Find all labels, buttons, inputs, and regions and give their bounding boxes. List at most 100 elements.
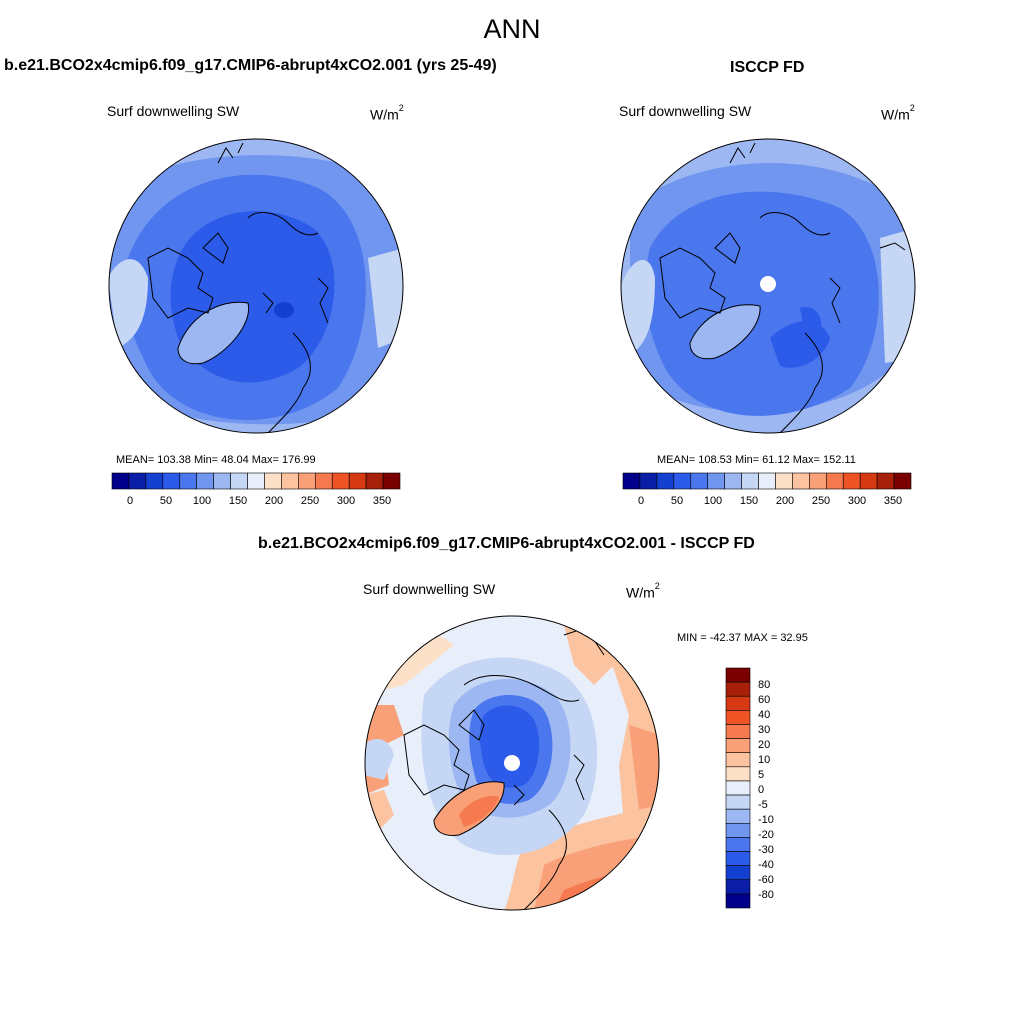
- panel3-colorbar-label: 0: [758, 784, 765, 796]
- panel3-colorbar-label: -80: [758, 889, 774, 901]
- colorbar-swatch: [725, 724, 751, 739]
- colorbar-swatch: [264, 472, 282, 490]
- panel2-colorbar-label: 250: [811, 495, 831, 507]
- panel2-map: [620, 138, 916, 434]
- panel1-colorbar-label: 300: [336, 495, 356, 507]
- panel1-variable: Surf downwelling SW: [107, 103, 240, 119]
- colorbar-swatch: [725, 837, 751, 852]
- colorbar-swatch: [725, 710, 751, 725]
- colorbar-swatch: [247, 472, 265, 490]
- colorbar-swatch: [725, 766, 751, 782]
- colorbar-swatch: [725, 893, 751, 909]
- colorbar-swatch: [859, 472, 878, 490]
- colorbar-swatch: [111, 472, 130, 490]
- colorbar-swatch: [725, 808, 751, 824]
- panel3-colorbar-label: 20: [758, 739, 771, 751]
- colorbar-swatch: [179, 472, 198, 490]
- panel2-colorbar-label: 0: [637, 495, 645, 507]
- colorbar-swatch: [128, 472, 147, 490]
- colorbar-swatch: [382, 472, 401, 490]
- panel1-stats: MEAN= 103.38 Min= 48.04 Max= 176.99: [116, 454, 316, 466]
- panel3-title: b.e21.BCO2x4cmip6.f09_g17.CMIP6-abrupt4x…: [258, 535, 755, 552]
- panel1-colorbar-labels: 0 50 100 150 200 250 300 350: [112, 495, 400, 509]
- panel3-stats: MIN = -42.37 MAX = 32.95: [677, 632, 808, 644]
- panel1-colorbar: [111, 472, 401, 490]
- colorbar-swatch: [725, 851, 751, 866]
- panel1-colorbar-label: 100: [192, 495, 212, 507]
- colorbar-swatch: [690, 472, 709, 490]
- colorbar-swatch: [758, 472, 776, 490]
- colorbar-swatch: [196, 472, 214, 490]
- panel2-colorbar-label: 150: [739, 495, 759, 507]
- panel1-title: b.e21.BCO2x4cmip6.f09_g17.CMIP6-abrupt4x…: [4, 57, 497, 74]
- panel2-colorbar-label: 200: [775, 495, 795, 507]
- colorbar-swatch: [298, 472, 316, 490]
- panel1-colorbar-label: 200: [264, 495, 284, 507]
- colorbar-swatch: [725, 738, 751, 754]
- panel2-units: W/m2: [881, 103, 915, 123]
- panel1-colorbar-label: 150: [228, 495, 248, 507]
- panel2-colorbar-label: 50: [670, 495, 684, 507]
- panel3-colorbar: [725, 667, 751, 909]
- panel2-stats: MEAN= 108.53 Min= 61.12 Max= 152.11: [657, 454, 856, 466]
- panel3-colorbar-label: 30: [758, 724, 771, 736]
- panel3-colorbar-label: -60: [758, 874, 774, 886]
- colorbar-swatch: [162, 472, 181, 490]
- panel3-colorbar-label: -10: [758, 814, 774, 826]
- colorbar-swatch: [792, 472, 810, 490]
- panel3-colorbar-label: -30: [758, 844, 774, 856]
- panel3-colorbar-label: 60: [758, 694, 771, 706]
- colorbar-swatch: [622, 472, 641, 490]
- panel3-colorbar-label: 40: [758, 709, 771, 721]
- panel3-colorbar-label: -40: [758, 859, 774, 871]
- panel1-units: W/m2: [370, 103, 404, 123]
- panel1-colorbar-label: 350: [372, 495, 392, 507]
- colorbar-swatch: [725, 752, 751, 768]
- colorbar-swatch: [314, 472, 333, 490]
- colorbar-swatch: [725, 879, 751, 895]
- colorbar-swatch: [281, 472, 299, 490]
- panel2-colorbar-label: 350: [883, 495, 903, 507]
- colorbar-swatch: [724, 472, 742, 490]
- panel1-colorbar-label: 50: [159, 495, 173, 507]
- panel3-colorbar-label: -5: [758, 799, 768, 811]
- colorbar-swatch: [639, 472, 658, 490]
- panel3-colorbar-label: -20: [758, 829, 774, 841]
- colorbar-swatch: [656, 472, 675, 490]
- colorbar-swatch: [348, 472, 367, 490]
- panel1-colorbar-label: 250: [300, 495, 320, 507]
- colorbar-swatch: [775, 472, 793, 490]
- panel1-map: [108, 138, 404, 434]
- colorbar-swatch: [707, 472, 725, 490]
- colorbar-swatch: [893, 472, 912, 490]
- panel3-colorbar-label: 5: [758, 769, 765, 781]
- panel3-colorbar-labels: 80 60 40 30 20 10 5 0 -5 -10 -20 -30 -40…: [758, 668, 798, 908]
- panel3-units: W/m2: [626, 581, 660, 601]
- colorbar-swatch: [725, 695, 751, 711]
- panel3-map: [364, 615, 660, 911]
- colorbar-swatch: [725, 681, 751, 697]
- colorbar-swatch: [725, 794, 751, 810]
- colorbar-swatch: [809, 472, 827, 490]
- colorbar-swatch: [825, 472, 844, 490]
- colorbar-swatch: [725, 865, 751, 881]
- panel1-colorbar-label: 0: [126, 495, 134, 507]
- colorbar-swatch: [876, 472, 895, 490]
- panel2-colorbar-labels: 0 50 100 150 200 250 300 350: [623, 495, 911, 509]
- panel3-colorbar-label: 10: [758, 754, 771, 766]
- panel2-title: ISCCP FD: [730, 59, 805, 76]
- colorbar-swatch: [842, 472, 861, 490]
- panel3-variable: Surf downwelling SW: [363, 581, 496, 597]
- figure-title: ANN: [483, 14, 541, 44]
- colorbar-swatch: [365, 472, 384, 490]
- panel2-variable: Surf downwelling SW: [619, 103, 752, 119]
- colorbar-swatch: [145, 472, 164, 490]
- colorbar-swatch: [213, 472, 231, 490]
- panel2-colorbar-label: 100: [703, 495, 723, 507]
- colorbar-swatch: [673, 472, 692, 490]
- colorbar-swatch: [725, 780, 751, 796]
- colorbar-swatch: [741, 472, 759, 490]
- colorbar-swatch: [230, 472, 248, 490]
- colorbar-swatch: [725, 822, 751, 838]
- panel2-colorbar: [622, 472, 912, 490]
